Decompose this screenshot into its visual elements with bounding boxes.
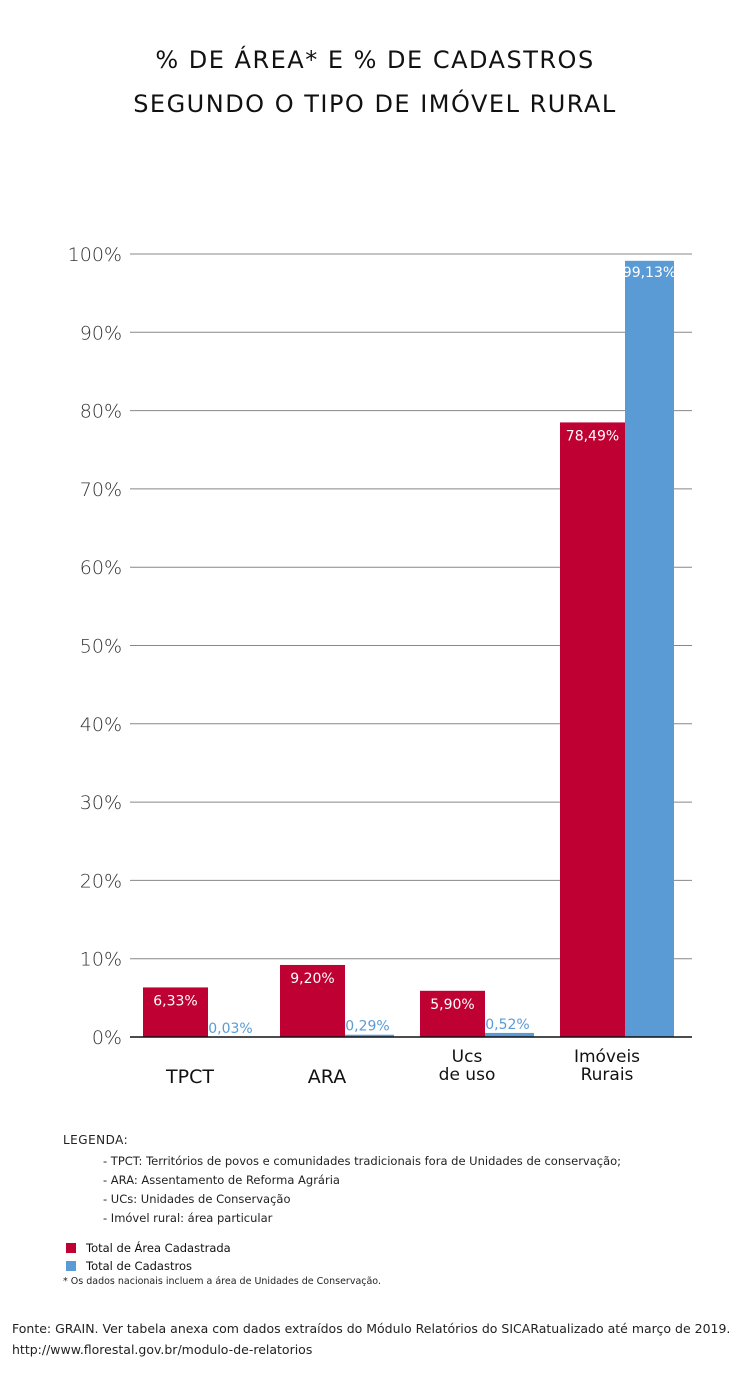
- legend-item-imovel-rural: - Imóvel rural: área particular: [103, 1211, 273, 1225]
- data-label-area: 78,49%: [566, 428, 619, 444]
- bar-cadastros: [625, 260, 674, 1037]
- y-tick-label: 40%: [80, 714, 122, 736]
- y-tick-label: 80%: [80, 401, 122, 423]
- bar-chart: 0% 10% 20% 30% 40% 50% 60% 70% 80% 90% 100% 6,33% 0,…: [68, 244, 692, 1088]
- y-tick-label: 0%: [92, 1027, 122, 1049]
- bar-cadastros: [345, 1034, 394, 1037]
- x-category-label: Rurais: [581, 1065, 634, 1085]
- footnote: * Os dados nacionais incluem a área de U…: [63, 1276, 381, 1287]
- data-label-cadastros: 0,29%: [345, 1019, 389, 1035]
- legend-item-ara: - ARA: Assentamento de Reforma Agrária: [103, 1173, 340, 1187]
- chart-title-line-2: SEGUNDO O TIPO DE IMÓVEL RURAL: [133, 90, 617, 118]
- bar-area: [280, 964, 345, 1037]
- series-key-cadastros: Total de Cadastros: [66, 1259, 192, 1273]
- data-label-area: 5,90%: [430, 997, 474, 1013]
- swatch-area: [66, 1243, 76, 1253]
- bar-area: [420, 990, 485, 1037]
- bar-area: [143, 987, 208, 1037]
- x-category-label: Ucs: [452, 1047, 483, 1067]
- y-tick-label: 30%: [80, 792, 122, 814]
- data-label-cadastros: 99,13%: [623, 265, 676, 281]
- y-tick-label: 10%: [80, 949, 122, 971]
- data-label-cadastros: 0,52%: [485, 1017, 529, 1033]
- legend-item-ucs: - UCs: Unidades de Conservação: [103, 1192, 291, 1206]
- y-tick-label: 70%: [80, 479, 122, 501]
- legend-item-tpct: - TPCT: Territórios de povos e comunidad…: [103, 1154, 622, 1168]
- y-tick-label: 100%: [68, 244, 122, 266]
- series-key-area-label: Total de Área Cadastrada: [86, 1241, 231, 1255]
- legend-heading: LEGENDA:: [63, 1133, 129, 1147]
- y-tick-label: 20%: [80, 870, 122, 892]
- x-category-label: TPCT: [165, 1066, 214, 1088]
- data-label-area: 6,33%: [153, 993, 197, 1009]
- y-tick-label: 60%: [80, 557, 122, 579]
- chart-title-line-1: % DE ÁREA* E % DE CADASTROS: [155, 46, 595, 74]
- bar-area: [560, 422, 625, 1037]
- x-category-label: de uso: [439, 1065, 496, 1085]
- source-note: Fonte: GRAIN. Ver tabela anexa com dados…: [12, 1321, 731, 1357]
- legend-list: - TPCT: Territórios de povos e comunidad…: [103, 1152, 621, 1228]
- x-category-label: Imóveis: [574, 1047, 640, 1067]
- swatch-cadastros: [66, 1261, 76, 1271]
- y-tick-label: 90%: [80, 322, 122, 344]
- bar-cadastros: [485, 1032, 534, 1037]
- series-key-area: Total de Área Cadastrada: [66, 1241, 231, 1255]
- series-key-cadastros-label: Total de Cadastros: [86, 1259, 192, 1273]
- data-label-cadastros: 0,03%: [208, 1021, 252, 1037]
- x-category-label: ARA: [308, 1066, 346, 1088]
- data-label-area: 9,20%: [290, 971, 334, 987]
- y-tick-label: 50%: [80, 636, 122, 658]
